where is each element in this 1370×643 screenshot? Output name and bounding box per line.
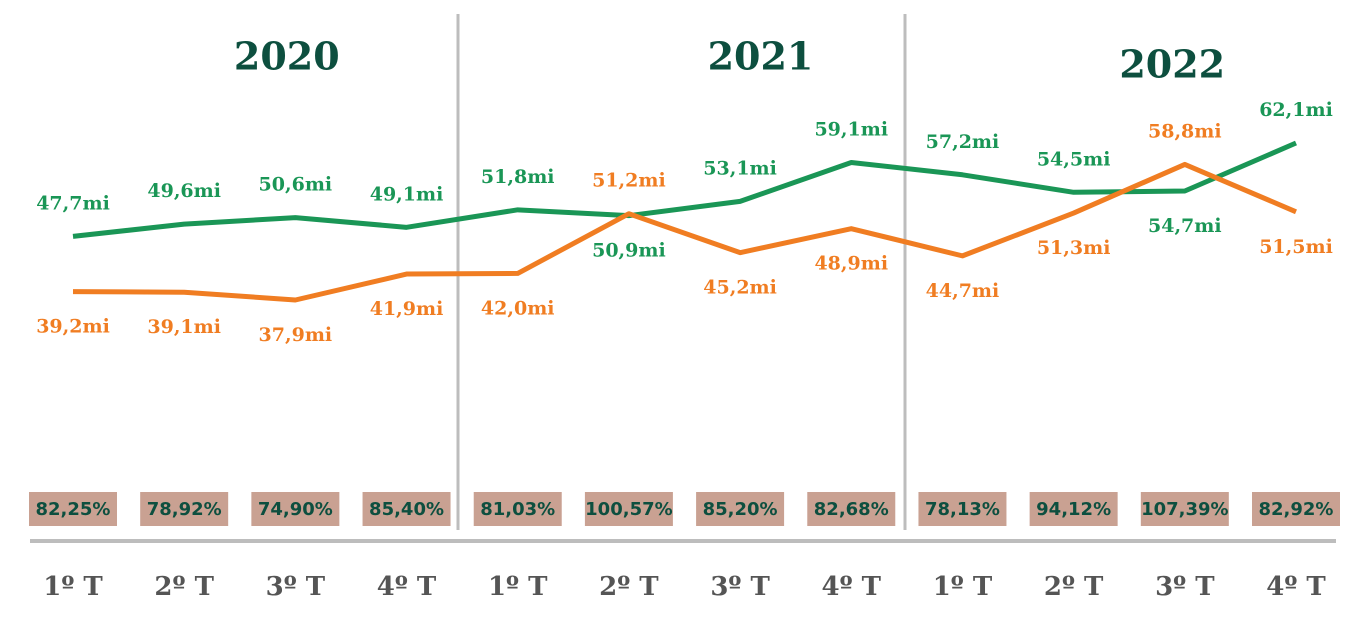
x-tick-label: 1º T: [933, 572, 993, 602]
value-label: 47,7mi: [36, 192, 110, 214]
x-tick-label: 3º T: [1155, 572, 1215, 602]
value-label: 41,9mi: [370, 298, 444, 320]
x-tick-label: 2º T: [1044, 572, 1104, 602]
percent-label: 78,13%: [925, 499, 1000, 520]
value-label: 42,0mi: [481, 297, 555, 319]
value-label: 37,9mi: [259, 324, 333, 346]
value-label: 53,1mi: [703, 157, 777, 179]
percent-label: 81,03%: [480, 499, 555, 520]
value-label: 59,1mi: [814, 118, 888, 140]
value-label: 62,1mi: [1259, 99, 1333, 121]
percent-label: 94,12%: [1036, 499, 1111, 520]
value-label: 51,8mi: [481, 166, 555, 188]
value-label: 45,2mi: [703, 277, 777, 299]
value-label: 44,7mi: [926, 280, 1000, 302]
percent-box: [473, 492, 562, 526]
x-tick-label: 2º T: [599, 572, 659, 602]
value-label: 49,6mi: [147, 180, 221, 202]
x-tick-label: 4º T: [377, 572, 437, 602]
percent-box: [29, 492, 117, 526]
value-label: 58,8mi: [1148, 120, 1222, 142]
value-label: 51,3mi: [1037, 237, 1111, 259]
percent-label: 85,40%: [369, 499, 444, 520]
x-tick-label: 3º T: [710, 572, 770, 602]
percent-box: [918, 492, 1007, 526]
percent-box: [140, 492, 229, 526]
percent-box: [1252, 492, 1340, 526]
x-tick-label: 2º T: [154, 572, 214, 602]
value-label: 49,1mi: [370, 183, 444, 205]
percent-label: 78,92%: [147, 499, 222, 520]
x-tick-label: 4º T: [822, 572, 882, 602]
percent-label: 107,39%: [1141, 499, 1229, 520]
value-label: 54,7mi: [1148, 215, 1222, 237]
value-label: 51,2mi: [592, 170, 666, 192]
year-title: 2022: [1119, 42, 1225, 87]
series-line: [72, 161, 1297, 303]
percent-box: [1029, 492, 1118, 526]
percent-box: [251, 492, 340, 526]
percent-label: 82,68%: [814, 499, 889, 520]
percent-box: [807, 492, 896, 526]
percent-box: [584, 492, 673, 526]
percent-box: [696, 492, 785, 526]
value-label: 51,5mi: [1259, 236, 1333, 258]
percent-box: [362, 492, 451, 526]
year-title: 2020: [234, 34, 340, 79]
value-label: 48,9mi: [814, 253, 888, 275]
x-tick-label: 4º T: [1266, 572, 1326, 602]
value-label: 57,2mi: [926, 131, 1000, 153]
percent-label: 74,90%: [258, 499, 333, 520]
series-line: [72, 140, 1297, 239]
percent-label: 82,25%: [36, 499, 111, 520]
value-label: 39,1mi: [147, 316, 221, 338]
value-label: 39,2mi: [36, 316, 110, 338]
value-label: 54,5mi: [1037, 148, 1111, 170]
x-tick-label: 1º T: [43, 572, 103, 602]
x-tick-label: 3º T: [266, 572, 326, 602]
x-tick-label: 1º T: [488, 572, 548, 602]
percent-label: 85,20%: [703, 499, 778, 520]
value-label: 50,9mi: [592, 240, 666, 262]
percent-box: [1140, 492, 1229, 526]
value-label: 50,6mi: [259, 174, 333, 196]
percent-label: 82,92%: [1259, 499, 1334, 520]
percent-label: 100,57%: [585, 499, 673, 520]
year-title: 2021: [708, 34, 814, 79]
